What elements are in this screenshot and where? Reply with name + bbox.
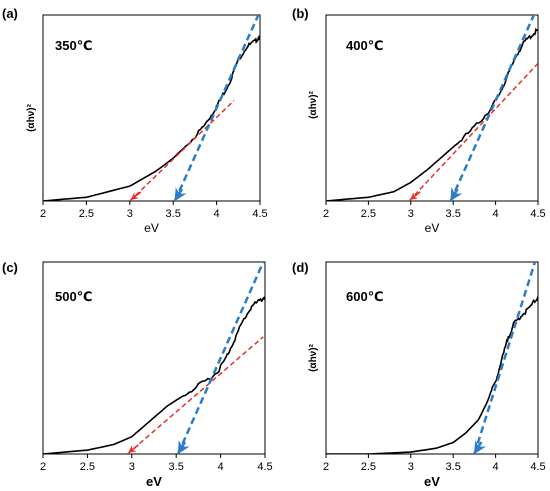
panel-1: (b) 400℃ 2 2.5 3 3.5 4 4.5 eV (αhν)²: [292, 6, 546, 235]
plot-frame: [42, 261, 266, 455]
x-tick-label: 2: [323, 208, 329, 220]
x-tick-label: 2: [40, 461, 46, 473]
x-tick-label: 3.5: [169, 461, 184, 473]
x-tick-label: 4.5: [530, 461, 545, 473]
red-intercept-arrow: [130, 191, 142, 200]
x-axis-label: eV: [424, 474, 440, 489]
panel-0: (a) 350℃ 2 2.5 3 3.5 4 4.5 eV (αhν)²: [2, 6, 268, 235]
red-intercept-arrow: [128, 444, 139, 453]
x-tick-label: 3: [408, 461, 414, 473]
dashed-red-tangent-line: [129, 100, 235, 201]
red-intercept-arrow: [409, 191, 421, 200]
x-axis-label: eV: [146, 474, 162, 489]
panel-letter: (c): [2, 260, 18, 275]
panel-letter: (a): [2, 6, 18, 21]
solid-black-line: [43, 296, 265, 454]
x-tick-label: 4: [493, 208, 499, 220]
panel-3: (d) 600℃ 2 2.5 3 3.5 4 4.5 eV (αhν)²: [292, 260, 546, 489]
dashed-blue-tangent-line: [449, 15, 536, 201]
x-tick-label: 3.5: [446, 208, 461, 220]
temperature-label: 500℃: [55, 289, 92, 304]
blue-intercept-arrow: [174, 187, 187, 202]
dashed-red-tangent-line: [408, 62, 538, 201]
x-tick-label: 4: [493, 461, 499, 473]
x-tick-label: 4: [214, 208, 220, 220]
panel-2: (c) 500℃ 2 2.5 3 3.5 4 4.5 eV: [2, 260, 273, 489]
x-tick-label: 4.5: [252, 208, 267, 220]
temperature-label: 350℃: [55, 38, 92, 53]
x-tick-label: 2.5: [361, 461, 376, 473]
panel-letter: (b): [292, 6, 309, 21]
x-tick-label: 4.5: [257, 461, 272, 473]
x-tick-label: 2.5: [79, 208, 94, 220]
solid-black-line: [43, 35, 260, 201]
x-tick-label: 2.5: [361, 208, 376, 220]
x-tick-label: 4: [218, 461, 224, 473]
dashed-red-tangent-line: [126, 336, 264, 454]
solid-black-line: [326, 27, 538, 201]
x-tick-label: 2: [323, 461, 329, 473]
x-tick-label: 3.5: [166, 208, 181, 220]
blue-intercept-arrow: [474, 440, 486, 455]
x-tick-label: 3: [127, 208, 133, 220]
blue-intercept-arrow: [177, 440, 190, 455]
x-tick-label: 3: [129, 461, 135, 473]
x-tick-label: 2.5: [80, 461, 95, 473]
x-axis-label: eV: [144, 221, 159, 235]
x-tick-label: 4.5: [530, 208, 545, 220]
temperature-label: 600℃: [346, 289, 383, 304]
dashed-blue-tangent-line: [176, 262, 265, 454]
temperature-label: 400℃: [346, 38, 383, 53]
y-axis-label: (αhν)²: [308, 343, 319, 371]
plot-frame: [42, 14, 261, 202]
x-tick-label: 2: [40, 208, 46, 220]
dashed-blue-tangent-line: [173, 15, 260, 201]
dashed-blue-tangent-line: [473, 262, 537, 454]
solid-black-line: [326, 296, 538, 454]
x-axis-label: eV: [425, 221, 440, 235]
y-axis-label: (αhν)²: [26, 103, 37, 131]
panel-letter: (d): [292, 260, 309, 275]
x-tick-label: 3.5: [446, 461, 461, 473]
y-axis-label: (αhν)²: [308, 90, 319, 118]
plot-frame: [325, 261, 539, 455]
blue-intercept-arrow: [450, 187, 463, 202]
plot-frame: [325, 14, 539, 202]
x-tick-label: 3: [408, 208, 414, 220]
